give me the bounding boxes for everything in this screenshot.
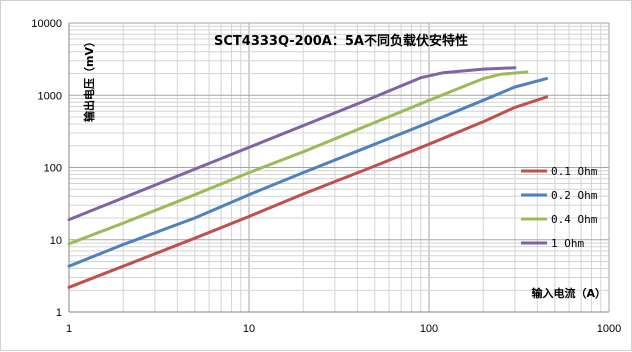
chart-title: SCT4333Q-200A：5A不同负载伏安特性 <box>214 33 468 49</box>
series-line-1 <box>67 95 549 289</box>
y-tick-label: 10000 <box>31 18 62 30</box>
legend-label: 0.1 Ohm <box>551 165 598 178</box>
x-axis-title: 输入电流（A） <box>531 286 606 300</box>
y-tick-label: 100 <box>44 163 62 175</box>
legend-label: 0.2 Ohm <box>551 189 598 202</box>
series-line-4 <box>67 66 517 222</box>
x-tick-label: 100 <box>420 323 438 335</box>
series-line-2 <box>67 77 549 268</box>
y-tick-label: 1 <box>56 307 62 319</box>
series-line-3 <box>67 70 529 246</box>
legend-label: 1 Ohm <box>551 237 584 250</box>
x-tick-label: 10 <box>243 323 255 335</box>
x-tick-label: 1000 <box>597 323 621 335</box>
y-tick-label: 10 <box>50 235 62 247</box>
y-axis-title: 输出电压（mV） <box>82 36 96 122</box>
legend-label: 0.4 Ohm <box>551 213 598 226</box>
x-tick-label: 1 <box>66 323 72 335</box>
y-tick-label: 1000 <box>38 90 62 102</box>
